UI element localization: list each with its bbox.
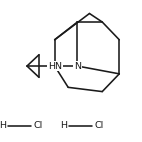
Text: Cl: Cl xyxy=(33,121,43,130)
Text: Cl: Cl xyxy=(94,121,104,130)
Text: H: H xyxy=(60,121,67,130)
Text: H: H xyxy=(0,121,6,130)
Text: N: N xyxy=(74,61,81,71)
Text: HN: HN xyxy=(48,61,62,71)
